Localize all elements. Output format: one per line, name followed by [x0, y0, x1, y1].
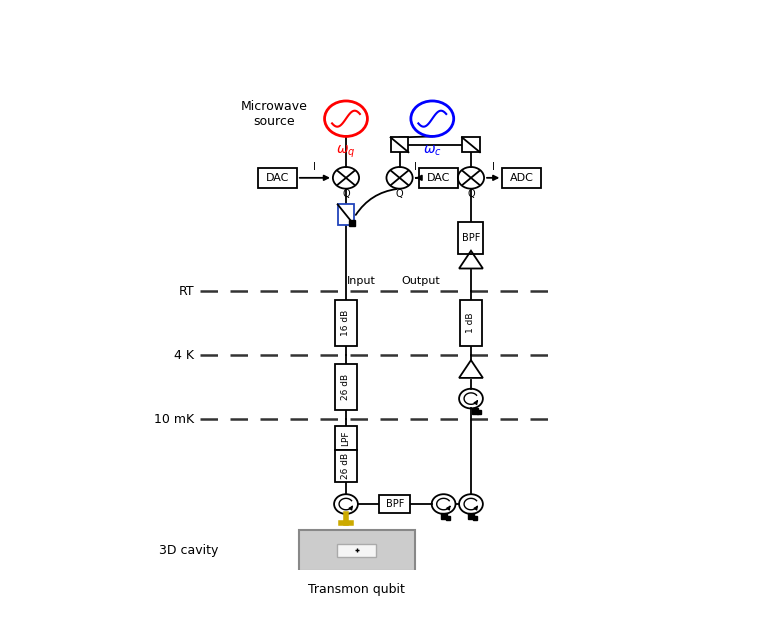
- FancyBboxPatch shape: [335, 364, 357, 410]
- FancyBboxPatch shape: [299, 530, 415, 571]
- Text: LPF: LPF: [342, 430, 350, 446]
- Text: Microwave
source: Microwave source: [241, 100, 308, 128]
- FancyBboxPatch shape: [335, 426, 357, 450]
- Text: Q: Q: [467, 189, 475, 198]
- Text: I: I: [414, 162, 417, 172]
- Text: Output: Output: [401, 276, 440, 286]
- FancyBboxPatch shape: [379, 495, 410, 513]
- Text: 10 mK: 10 mK: [154, 413, 194, 426]
- Text: 26 dB: 26 dB: [342, 453, 350, 479]
- Text: Transmon qubit: Transmon qubit: [308, 583, 406, 596]
- FancyBboxPatch shape: [419, 168, 458, 188]
- Text: 1 dB: 1 dB: [466, 313, 475, 333]
- Text: 3D cavity: 3D cavity: [159, 544, 218, 557]
- FancyBboxPatch shape: [337, 544, 376, 557]
- Text: 26 dB: 26 dB: [342, 374, 350, 401]
- FancyBboxPatch shape: [460, 300, 482, 346]
- Text: BPF: BPF: [462, 234, 480, 243]
- Text: 16 dB: 16 dB: [342, 310, 350, 337]
- FancyBboxPatch shape: [338, 204, 354, 225]
- Text: Input: Input: [346, 276, 376, 286]
- Text: 4 K: 4 K: [174, 349, 194, 362]
- FancyBboxPatch shape: [335, 300, 357, 346]
- FancyBboxPatch shape: [335, 450, 357, 482]
- Text: ADC: ADC: [510, 173, 534, 183]
- Text: BPF: BPF: [386, 499, 404, 509]
- Text: I: I: [492, 162, 495, 172]
- FancyBboxPatch shape: [462, 138, 480, 152]
- Text: DAC: DAC: [426, 173, 450, 183]
- Text: $\omega_q$: $\omega_q$: [336, 144, 356, 160]
- FancyBboxPatch shape: [391, 138, 409, 152]
- Text: Q: Q: [343, 189, 349, 198]
- FancyBboxPatch shape: [502, 168, 541, 188]
- FancyBboxPatch shape: [258, 168, 297, 188]
- Text: $\omega_c$: $\omega_c$: [423, 144, 442, 158]
- Text: RT: RT: [179, 285, 194, 298]
- Text: Q: Q: [396, 189, 403, 198]
- Text: I: I: [313, 162, 316, 172]
- Text: DAC: DAC: [266, 173, 290, 183]
- FancyBboxPatch shape: [458, 223, 484, 255]
